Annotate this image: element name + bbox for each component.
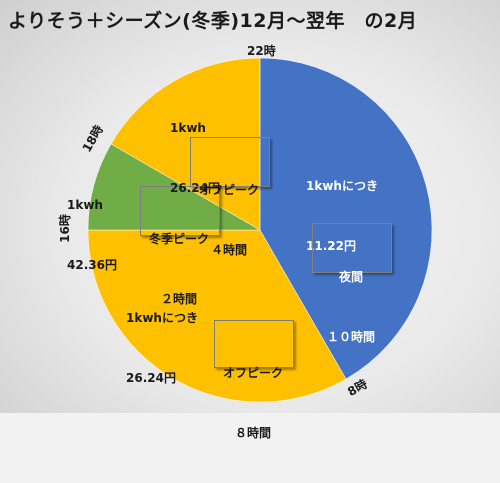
night-hours-box (312, 223, 392, 273)
day-price-line1: 1kwhにつき (126, 311, 198, 325)
chart-title: よりそう＋シーズン(冬季)12月〜翌年 の2月 (8, 10, 418, 32)
evening-box-line2: ４時間 (210, 243, 247, 257)
pie-chart (87, 57, 433, 403)
night-price-line1: 1kwhにつき (306, 179, 378, 193)
evening-hours-box (190, 137, 270, 187)
evening-price-line1: 1kwh (170, 121, 206, 135)
peak-box-line2: ２時間 (160, 292, 197, 306)
peak-hours-label: 冬季ピーク ２時間 (140, 189, 218, 349)
night-box-line2: １０時間 (326, 330, 375, 344)
peak-price-label: 1kwh 42.36円 (67, 155, 117, 315)
evening-hours-label: オフピーク ４時間 (190, 140, 268, 300)
night-hours-label: 夜間 １０時間 (312, 227, 390, 387)
day-hours-box (214, 320, 294, 368)
day-price-label: 1kwhにつき 26.24円 (126, 268, 198, 428)
peak-price-line2: 42.36円 (67, 258, 117, 272)
slice-offpeak-evening (110, 57, 261, 231)
day-price-line2: 26.24円 (126, 371, 176, 385)
slice-winter-peak (87, 143, 261, 231)
day-hours-label: オフピーク ８時間 (214, 323, 292, 483)
night-price-label: 1kwhにつき 11.22円 (306, 136, 378, 296)
day-box-line1: オフピーク (222, 366, 283, 380)
evening-price-line2: 26.24円 (170, 181, 220, 195)
slice-offpeak-day (87, 229, 347, 403)
evening-box-line1: オフピーク (198, 183, 259, 197)
night-box-line1: 夜間 (338, 270, 363, 284)
night-price-line2: 11.22円 (306, 239, 356, 253)
peak-box-line1: 冬季ピーク (148, 232, 209, 246)
hour-label-22: 22時 (247, 44, 276, 58)
evening-price-label: 1kwh 26.24円 (170, 78, 220, 238)
day-box-line2: ８時間 (234, 426, 271, 440)
peak-price-line1: 1kwh (67, 198, 103, 212)
peak-hours-box (140, 186, 220, 236)
chart-frame: よりそう＋シーズン(冬季)12月〜翌年 の2月 22時 8時 16時 18時 1… (0, 0, 500, 440)
slice-night (259, 57, 433, 380)
